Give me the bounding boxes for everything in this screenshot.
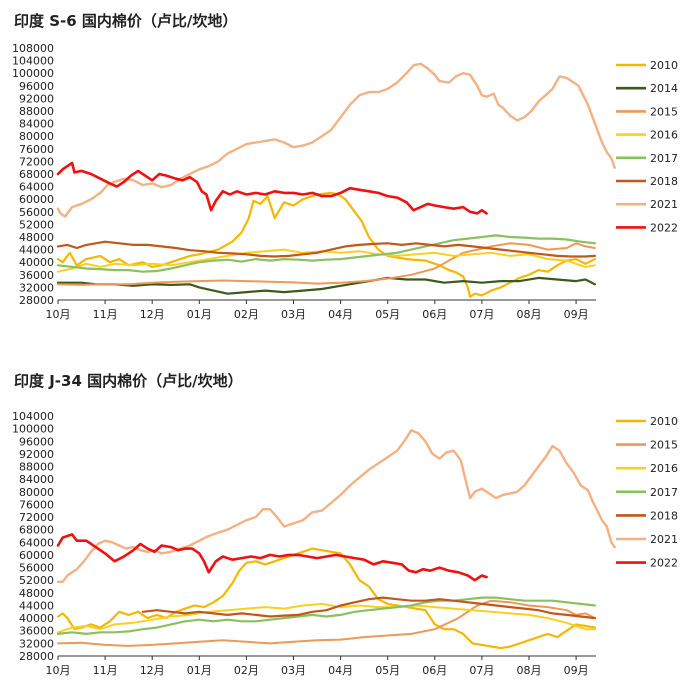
series-line-2018 — [56, 240, 596, 258]
y-tick-label: 56000 — [19, 562, 54, 575]
y-tick-label: 80000 — [19, 130, 54, 143]
series-line-2021 — [56, 62, 616, 218]
x-tick-label: 05月 — [375, 308, 400, 321]
x-tick-label: 08月 — [517, 664, 542, 677]
legend-label-2016: 2016 — [650, 129, 678, 142]
x-tick-label: 06月 — [422, 308, 447, 321]
y-tick-label: 48000 — [19, 587, 54, 600]
legend-label-2021: 2021 — [650, 533, 678, 546]
legend-label-2010: 2010 — [650, 59, 678, 72]
legend-label-2018: 2018 — [650, 175, 678, 188]
series-line-2016 — [57, 248, 596, 273]
chart-s6: 2800032000360004000044000480005200056000… — [12, 42, 678, 321]
x-tick-label: 12月 — [140, 308, 165, 321]
legend-label-2017: 2017 — [650, 152, 678, 165]
x-tick-label: 10月 — [46, 664, 71, 677]
series-line-2022 — [56, 533, 488, 582]
x-tick-label: 03月 — [281, 308, 306, 321]
y-tick-label: 104000 — [12, 410, 54, 423]
legend-label-2018: 2018 — [650, 509, 678, 522]
y-tick-label: 84000 — [19, 473, 54, 486]
x-tick-label: 04月 — [328, 664, 353, 677]
y-tick-label: 64000 — [19, 181, 54, 194]
y-tick-label: 52000 — [19, 218, 54, 231]
y-tick-label: 28000 — [19, 294, 54, 307]
legend-label-2015: 2015 — [650, 105, 678, 118]
x-tick-label: 06月 — [422, 664, 447, 677]
y-tick-label: 72000 — [19, 155, 54, 168]
x-tick-label: 12月 — [140, 664, 165, 677]
x-tick-label: 11月 — [93, 664, 118, 677]
y-tick-label: 68000 — [19, 168, 54, 181]
y-tick-label: 72000 — [19, 511, 54, 524]
series-line-2014 — [56, 276, 596, 295]
x-tick-label: 02月 — [234, 664, 259, 677]
legend-label-2016: 2016 — [650, 462, 678, 475]
y-tick-label: 80000 — [19, 486, 54, 499]
legend-label-2017: 2017 — [650, 486, 678, 499]
chart-title-s6: 印度 S-6 国内棉价（卢比/坎地） — [14, 12, 238, 30]
y-tick-label: 92000 — [19, 448, 54, 461]
y-tick-label: 88000 — [19, 461, 54, 474]
y-tick-label: 36000 — [19, 269, 54, 282]
y-tick-label: 52000 — [19, 574, 54, 587]
x-tick-label: 01月 — [187, 308, 212, 321]
y-tick-label: 56000 — [19, 206, 54, 219]
y-tick-label: 96000 — [19, 80, 54, 93]
y-tick-label: 32000 — [19, 637, 54, 650]
legend-label-2022: 2022 — [650, 221, 678, 234]
y-tick-label: 32000 — [19, 281, 54, 294]
series-line-2022 — [56, 161, 488, 215]
legend-label-2014: 2014 — [650, 82, 678, 95]
y-tick-label: 60000 — [19, 193, 54, 206]
series-line-2021 — [56, 429, 616, 583]
y-tick-label: 76000 — [19, 143, 54, 156]
legend-label-2010: 2010 — [650, 415, 678, 428]
series-line-2017 — [56, 234, 596, 273]
legend-label-2022: 2022 — [650, 557, 678, 570]
y-tick-label: 76000 — [19, 498, 54, 511]
y-tick-label: 92000 — [19, 92, 54, 105]
y-tick-label: 44000 — [19, 599, 54, 612]
y-tick-label: 96000 — [19, 435, 54, 448]
x-tick-label: 05月 — [375, 664, 400, 677]
series-line-2015 — [57, 242, 596, 286]
y-tick-label: 40000 — [19, 612, 54, 625]
y-tick-label: 108000 — [12, 42, 54, 55]
chart-j34: 2800032000360004000044000480005200056000… — [12, 410, 678, 677]
x-tick-label: 09月 — [564, 664, 589, 677]
y-tick-label: 84000 — [19, 118, 54, 131]
x-tick-label: 01月 — [187, 664, 212, 677]
x-tick-label: 03月 — [281, 664, 306, 677]
x-tick-label: 10月 — [46, 308, 71, 321]
series-line-2017 — [56, 596, 596, 635]
y-tick-label: 60000 — [19, 549, 54, 562]
y-tick-label: 28000 — [19, 650, 54, 663]
series-line-2016 — [57, 602, 596, 634]
legend-label-2015: 2015 — [650, 439, 678, 452]
x-tick-label: 02月 — [234, 308, 259, 321]
y-tick-label: 40000 — [19, 256, 54, 269]
x-tick-label: 07月 — [469, 664, 494, 677]
x-tick-label: 08月 — [517, 308, 542, 321]
x-tick-label: 11月 — [93, 308, 118, 321]
y-tick-label: 88000 — [19, 105, 54, 118]
y-tick-label: 100000 — [12, 67, 54, 80]
legend-label-2021: 2021 — [650, 198, 678, 211]
y-tick-label: 48000 — [19, 231, 54, 244]
series-line-2010 — [56, 547, 596, 650]
series-line-2018 — [141, 596, 596, 620]
x-tick-label: 09月 — [564, 308, 589, 321]
y-tick-label: 100000 — [12, 423, 54, 436]
series-line-2015 — [57, 599, 596, 647]
y-tick-label: 64000 — [19, 536, 54, 549]
y-tick-label: 68000 — [19, 524, 54, 537]
y-tick-label: 104000 — [12, 55, 54, 68]
x-tick-label: 04月 — [328, 308, 353, 321]
y-tick-label: 44000 — [19, 244, 54, 257]
chart-title-j34: 印度 J-34 国内棉价（卢比/坎地） — [14, 372, 243, 390]
y-tick-label: 36000 — [19, 625, 54, 638]
x-tick-label: 07月 — [469, 308, 494, 321]
